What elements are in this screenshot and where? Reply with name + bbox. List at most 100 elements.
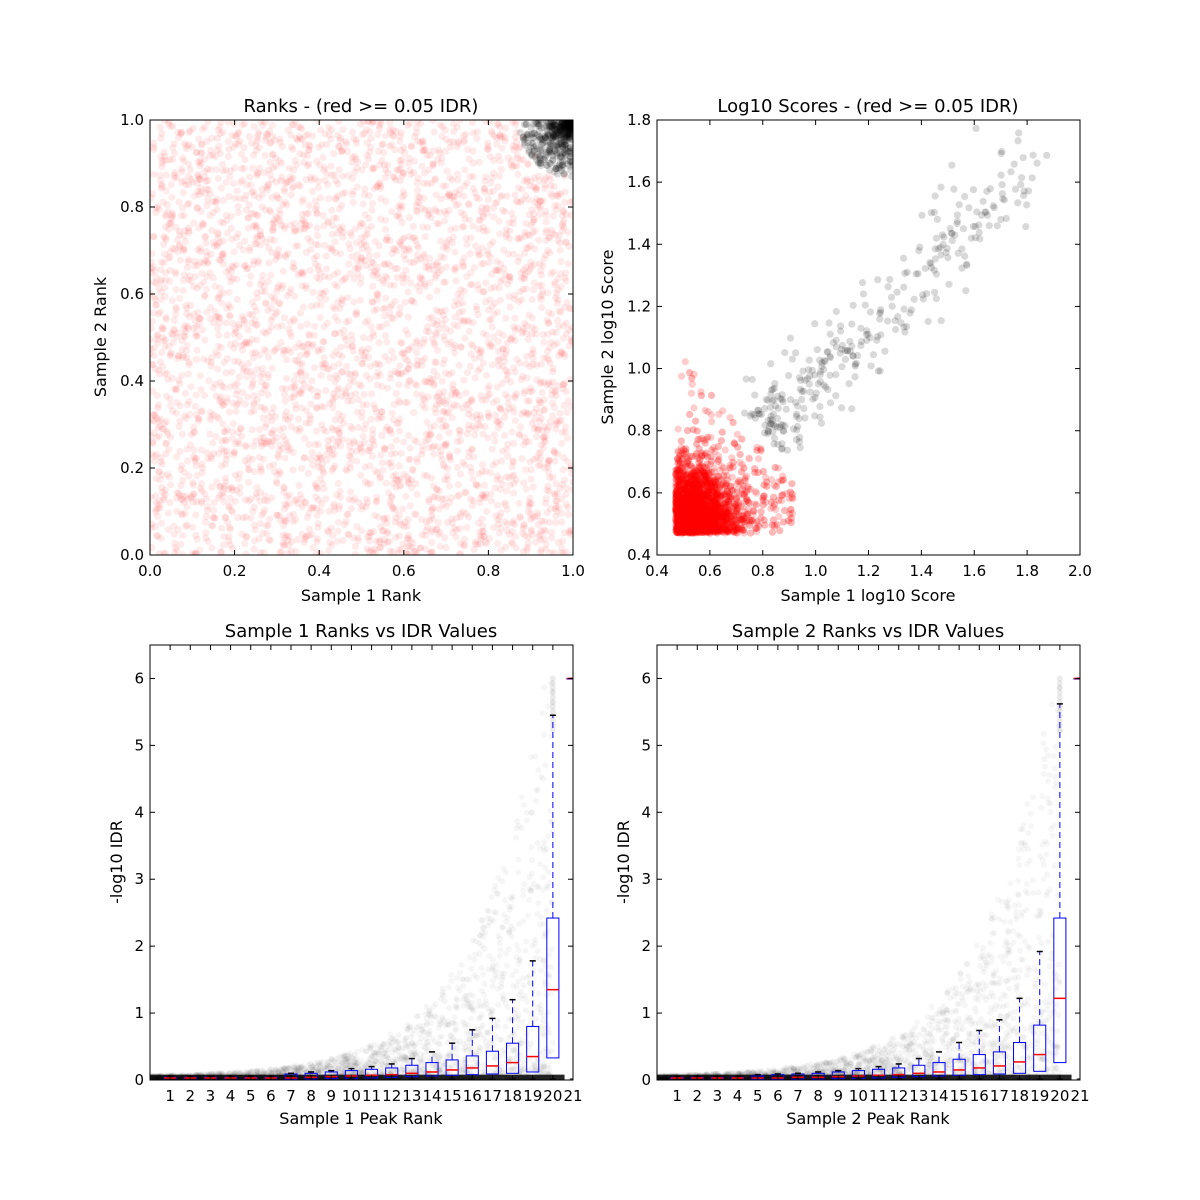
ranks-point-red — [369, 259, 377, 267]
ranks-point-red — [412, 202, 421, 210]
ranks-point-red — [344, 531, 353, 539]
ranks-point-red — [407, 296, 415, 305]
ranks-point-red — [261, 496, 269, 504]
ranks-point-red — [215, 142, 223, 150]
ranks-point-red — [299, 385, 307, 393]
ranks-point-red — [152, 505, 160, 514]
ranks-point-red — [527, 177, 535, 185]
ranks-point-red — [437, 451, 445, 459]
ranks-point-red — [490, 213, 498, 221]
ranks-point-red — [387, 314, 395, 322]
ranks-point-red — [445, 450, 454, 458]
ranks-point-red — [182, 347, 191, 355]
ranks-point-red — [329, 445, 337, 453]
ranks-point-red — [157, 181, 165, 189]
ranks-point-red — [380, 540, 388, 548]
ranks-point-red — [500, 246, 508, 254]
ranks-point-red — [173, 236, 182, 244]
ranks-point-red — [343, 362, 351, 370]
ranks-point-red — [220, 485, 228, 493]
ranks-point-red — [555, 417, 564, 425]
ranks-point-red — [422, 527, 430, 535]
ranks-point-red — [343, 466, 351, 475]
ranks-point-red — [552, 480, 560, 488]
ranks-point-red — [419, 275, 427, 283]
ranks-point-red — [248, 383, 256, 391]
ranks-point-red — [537, 536, 545, 544]
ranks-point-red — [419, 147, 427, 155]
ranks-point-red — [524, 409, 533, 417]
ranks-point-red — [265, 206, 274, 214]
ranks-point-red — [555, 538, 563, 546]
ranks-point-red — [203, 495, 211, 503]
ranks-point-red — [300, 159, 308, 167]
ranks-point-red — [433, 525, 441, 533]
ranks-point-red — [204, 120, 212, 126]
ranks-point-red — [495, 529, 503, 537]
ranks-point-red — [157, 454, 165, 462]
ranks-point-red — [468, 120, 476, 127]
ranks-point-red — [542, 211, 550, 219]
ranks-point-red — [419, 395, 428, 403]
ranks-point-red — [338, 352, 346, 360]
ranks-point-red — [423, 418, 431, 427]
ranks-point-red — [302, 281, 310, 290]
ranks-point-red — [336, 416, 345, 424]
ranks-point-red — [503, 487, 511, 495]
ranks-point-red — [386, 281, 394, 289]
ranks-point-red — [517, 269, 525, 277]
ranks-point-red — [296, 135, 304, 143]
ranks-point-red — [334, 298, 342, 306]
ranks-point-red — [273, 252, 281, 260]
ranks-point-red — [287, 143, 296, 151]
ranks-point-red — [374, 130, 382, 139]
ranks-point-red — [480, 532, 488, 540]
ranks-point-black — [560, 170, 568, 178]
ranks-point-red — [528, 323, 536, 332]
ranks-point-red — [429, 160, 438, 168]
ranks-point-red — [273, 308, 281, 316]
ranks-point-red — [185, 141, 193, 149]
ranks-point-red — [436, 399, 444, 407]
ranks-point-red — [482, 279, 490, 287]
ranks-point-red — [238, 312, 246, 320]
ranks-point-red — [311, 322, 319, 330]
ranks-point-red — [455, 308, 463, 317]
ranks-point-red — [395, 419, 403, 427]
ranks-point-red — [211, 308, 219, 316]
ranks-point-red — [282, 408, 290, 416]
ranks-point-red — [150, 250, 156, 258]
ranks-point-red — [511, 368, 519, 376]
ranks-point-black — [559, 127, 567, 135]
ranks-point-red — [523, 175, 531, 183]
ranks-point-black — [552, 162, 560, 170]
ranks-xtick-label: 0.4 — [307, 562, 331, 580]
ranks-point-red — [347, 370, 355, 378]
ranks-point-red — [196, 162, 204, 170]
ranks-point-red — [497, 193, 505, 201]
ranks-point-red — [553, 490, 561, 498]
ranks-point-red — [566, 305, 573, 313]
ranks-point-red — [365, 537, 374, 545]
ranks-point-red — [540, 405, 548, 413]
ranks-point-red — [396, 165, 405, 173]
ranks-point-red — [331, 378, 339, 386]
ranks-point-red — [179, 496, 187, 504]
ranks-point-red — [189, 282, 198, 291]
ranks-point-red — [455, 426, 463, 434]
ranks-point-red — [560, 476, 569, 484]
ranks-point-red — [406, 502, 414, 510]
ranks-point-red — [465, 200, 473, 208]
ranks-point-red — [282, 385, 290, 393]
ranks-point-red — [555, 231, 564, 239]
ranks-point-red — [477, 392, 485, 400]
ranks-point-red — [160, 494, 168, 502]
ranks-point-red — [357, 382, 365, 390]
ranks-point-red — [214, 324, 222, 333]
ranks-point-red — [369, 271, 377, 279]
ranks-point-red — [419, 223, 427, 231]
ranks-point-red — [263, 183, 271, 191]
ranks-point-red — [435, 262, 443, 270]
ranks-point-red — [447, 403, 455, 412]
ranks-point-red — [202, 512, 210, 521]
